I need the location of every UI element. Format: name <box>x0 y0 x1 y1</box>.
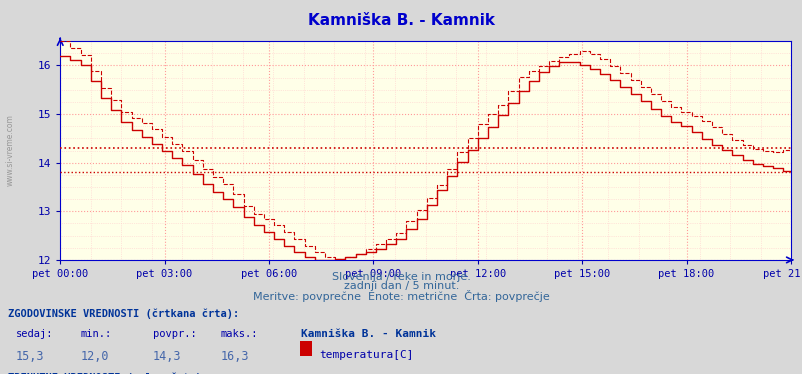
Text: www.si-vreme.com: www.si-vreme.com <box>6 114 15 186</box>
Text: TRENUTNE VREDNOSTI (polna črta):: TRENUTNE VREDNOSTI (polna črta): <box>8 372 208 374</box>
Text: sedaj:: sedaj: <box>16 329 54 339</box>
Text: temperatura[C]: temperatura[C] <box>318 350 413 360</box>
Text: 12,0: 12,0 <box>80 350 108 363</box>
Text: min.:: min.: <box>80 329 111 339</box>
Text: Kamniška B. - Kamnik: Kamniška B. - Kamnik <box>308 13 494 28</box>
Text: 15,3: 15,3 <box>16 350 44 363</box>
Text: zadnji dan / 5 minut.: zadnji dan / 5 minut. <box>343 281 459 291</box>
Text: ZGODOVINSKE VREDNOSTI (črtkana črta):: ZGODOVINSKE VREDNOSTI (črtkana črta): <box>8 309 239 319</box>
Text: Slovenija / reke in morje.: Slovenija / reke in morje. <box>332 272 470 282</box>
Text: Meritve: povprečne  Enote: metrične  Črta: povprečje: Meritve: povprečne Enote: metrične Črta:… <box>253 290 549 302</box>
Text: Kamniška B. - Kamnik: Kamniška B. - Kamnik <box>301 329 435 339</box>
Text: 16,3: 16,3 <box>221 350 249 363</box>
Text: povpr.:: povpr.: <box>152 329 196 339</box>
Text: 14,3: 14,3 <box>152 350 180 363</box>
Text: maks.:: maks.: <box>221 329 258 339</box>
